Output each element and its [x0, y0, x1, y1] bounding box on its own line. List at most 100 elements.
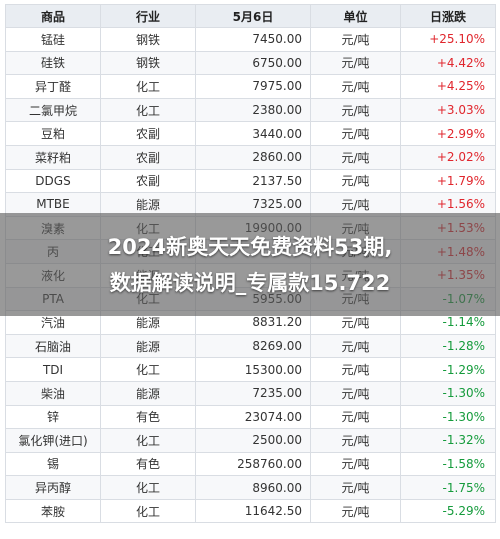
cell-industry: 化工 — [100, 97, 196, 123]
table-row: DDGS 农副 2137.50 元/吨 +1.79% — [5, 168, 496, 194]
table-row: 二氯甲烷 化工 2380.00 元/吨 +3.03% — [5, 97, 496, 123]
cell-commodity: 石脑油 — [5, 333, 101, 359]
cell-price: 3440.00 — [195, 121, 311, 146]
cell-unit: 元/吨 — [310, 50, 401, 76]
cell-price: 8269.00 — [195, 333, 311, 359]
table-row: 异丁醛 化工 7975.00 元/吨 +4.25% — [5, 74, 496, 99]
commodity-table-container: 商品 行业 5月6日 单位 日涨跌 锰硅 钢铁 7450.00 元/吨 +25.10% 硅… — [5, 4, 496, 524]
table-row: 硅铁 钢铁 6750.00 元/吨 +4.42% — [5, 50, 496, 76]
cell-industry: 有色 — [100, 451, 196, 477]
table-row: TDI 化工 15300.00 元/吨 -1.29% — [5, 357, 496, 382]
cell-change: -1.75% — [400, 475, 496, 500]
table-row: 石脑油 能源 8269.00 元/吨 -1.28% — [5, 333, 496, 359]
cell-price: 7450.00 — [195, 27, 311, 52]
commodity-price-table: 商品 行业 5月6日 单位 日涨跌 锰硅 钢铁 7450.00 元/吨 +25.10% 硅… — [5, 4, 496, 524]
cell-industry: 化工 — [100, 74, 196, 99]
cell-price: 2500.00 — [195, 428, 311, 453]
cell-industry: 能源 — [100, 333, 196, 359]
cell-commodity: 硅铁 — [5, 50, 101, 76]
cell-price: 23074.00 — [195, 404, 311, 430]
cell-unit: 元/吨 — [310, 144, 401, 170]
cell-unit: 元/吨 — [310, 121, 401, 146]
cell-unit: 元/吨 — [310, 357, 401, 382]
cell-industry: 有色 — [100, 404, 196, 430]
cell-unit: 元/吨 — [310, 498, 401, 524]
cell-price: 6750.00 — [195, 50, 311, 76]
cell-unit: 元/吨 — [310, 380, 401, 406]
table-row: 锡有色 258760.00 元/吨 -1.58% — [5, 451, 496, 477]
overlay-title: 2024新奥天天免费资料53期, 数据解读说明_专属款15.722 — [0, 229, 500, 301]
header-date: 5月6日 — [195, 4, 311, 28]
cell-commodity: 异丁醛 — [5, 74, 101, 99]
table-body: 锰硅 钢铁 7450.00 元/吨 +25.10% 硅铁 钢铁 6750.00 元/吨 +4.42… — [5, 27, 496, 524]
table-row: 苯胺 化工 11642.50 元/吨 -5.29% — [5, 498, 496, 524]
cell-unit: 元/吨 — [310, 192, 401, 217]
cell-unit: 元/吨 — [310, 475, 401, 500]
cell-unit: 元/吨 — [310, 27, 401, 52]
cell-commodity: 锡 — [5, 451, 101, 477]
cell-unit: 元/吨 — [310, 74, 401, 99]
cell-industry: 农副 — [100, 121, 196, 146]
cell-commodity: TDI — [5, 357, 101, 382]
cell-change: +2.02% — [400, 144, 496, 170]
cell-commodity: MTBE — [5, 192, 101, 217]
table-row: 锰硅 钢铁 7450.00 元/吨 +25.10% — [5, 27, 496, 52]
cell-industry: 能源 — [100, 192, 196, 217]
cell-price: 8960.00 — [195, 475, 311, 500]
cell-unit: 元/吨 — [310, 404, 401, 430]
cell-unit: 元/吨 — [310, 451, 401, 477]
cell-price: 7975.00 — [195, 74, 311, 99]
cell-industry: 农副 — [100, 144, 196, 170]
table-row: 柴油 能源 7235.00 元/吨 -1.30% — [5, 380, 496, 406]
cell-industry: 能源 — [100, 380, 196, 406]
table-row: MTBE 能源 7325.00 元/吨 +1.56% — [5, 192, 496, 217]
table-row: 菜籽粕 农副 2860.00 元/吨 +2.02% — [5, 144, 496, 170]
cell-price: 2137.50 — [195, 168, 311, 194]
cell-change: -1.32% — [400, 428, 496, 453]
cell-change: -1.28% — [400, 333, 496, 359]
cell-change: -5.29% — [400, 498, 496, 524]
header-daily-change: 日涨跌 — [400, 4, 496, 28]
cell-commodity: 氯化钾(进口) — [5, 428, 101, 453]
cell-change: +1.56% — [400, 192, 496, 217]
table-row: 锌有色 23074.00 元/吨 -1.30% — [5, 404, 496, 430]
header-commodity: 商品 — [5, 4, 101, 28]
cell-price: 15300.00 — [195, 357, 311, 382]
cell-change: +3.03% — [400, 97, 496, 123]
cell-industry: 农副 — [100, 168, 196, 194]
cell-price: 7325.00 — [195, 192, 311, 217]
cell-change: +2.99% — [400, 121, 496, 146]
cell-price: 11642.50 — [195, 498, 311, 524]
cell-industry: 钢铁 — [100, 50, 196, 76]
watermark-band — [0, 213, 500, 316]
cell-commodity: DDGS — [5, 168, 101, 194]
cell-change: -1.29% — [400, 357, 496, 382]
cell-change: +1.79% — [400, 168, 496, 194]
cell-commodity: 苯胺 — [5, 498, 101, 524]
cell-commodity: 二氯甲烷 — [5, 97, 101, 123]
table-row: 氯化钾(进口) 化工 2500.00 元/吨 -1.32% — [5, 428, 496, 453]
cell-industry: 化工 — [100, 498, 196, 524]
cell-change: +4.25% — [400, 74, 496, 99]
cell-change: -1.30% — [400, 380, 496, 406]
cell-commodity: 柴油 — [5, 380, 101, 406]
cell-price: 2860.00 — [195, 144, 311, 170]
cell-unit: 元/吨 — [310, 168, 401, 194]
cell-commodity: 豆粕 — [5, 121, 101, 146]
table-row: 异丙醇 化工 8960.00 元/吨 -1.75% — [5, 475, 496, 500]
cell-price: 2380.00 — [195, 97, 311, 123]
cell-change: +4.42% — [400, 50, 496, 76]
table-row: 豆粕 农副 3440.00 元/吨 +2.99% — [5, 121, 496, 146]
cell-commodity: 锰硅 — [5, 27, 101, 52]
header-industry: 行业 — [100, 4, 196, 28]
cell-industry: 化工 — [100, 475, 196, 500]
cell-change: -1.30% — [400, 404, 496, 430]
cell-change: +25.10% — [400, 27, 496, 52]
cell-commodity: 锌 — [5, 404, 101, 430]
overlay-title-line-1: 2024新奥天天免费资料53期, — [107, 235, 393, 259]
cell-unit: 元/吨 — [310, 333, 401, 359]
cell-change: -1.58% — [400, 451, 496, 477]
cell-industry: 化工 — [100, 428, 196, 453]
cell-industry: 化工 — [100, 357, 196, 382]
cell-industry: 钢铁 — [100, 27, 196, 52]
